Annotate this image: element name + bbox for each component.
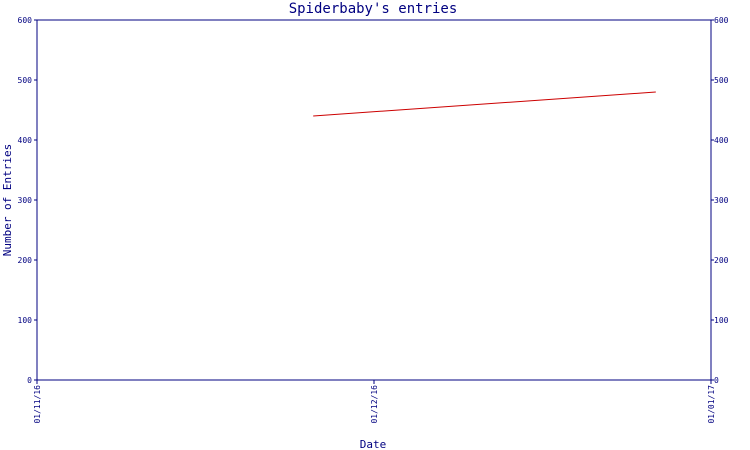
series-layer [313, 91, 656, 117]
y-tick-label-left: 500 [18, 76, 33, 85]
y-tick-label-left: 100 [18, 316, 33, 325]
y-axis-left: 0 100 200 300 400 500 600 [18, 16, 37, 385]
y-tick-label-right: 200 [714, 256, 729, 265]
y-tick-label-left: 600 [18, 16, 33, 25]
y-tick-label-left: 200 [18, 256, 33, 265]
series-line [313, 91, 656, 117]
y-tick-label-right: 300 [714, 196, 729, 205]
y-tick-label-left: 0 [27, 376, 32, 385]
chart-title: Spiderbaby's entries [289, 1, 458, 17]
y-tick-label-left: 300 [18, 196, 33, 205]
y-tick-label-left: 400 [18, 136, 33, 145]
y-axis-title: Number of Entries [1, 144, 14, 257]
y-tick-label-right: 0 [714, 376, 719, 385]
y-tick-label-right: 500 [714, 76, 729, 85]
x-tick-label: 01/12/16 [370, 385, 379, 424]
y-tick-label-right: 100 [714, 316, 729, 325]
y-tick-label-right: 600 [714, 16, 729, 25]
x-axis: 01/11/16 01/12/16 01/01/17 [33, 380, 716, 424]
x-axis-title: Date [360, 438, 387, 450]
y-axis-right: 0 100 200 300 400 500 600 [711, 16, 729, 385]
plot-frame [36, 19, 712, 381]
x-tick-label: 01/01/17 [707, 385, 716, 424]
x-tick-label: 01/11/16 [33, 385, 42, 424]
y-tick-label-right: 400 [714, 136, 729, 145]
